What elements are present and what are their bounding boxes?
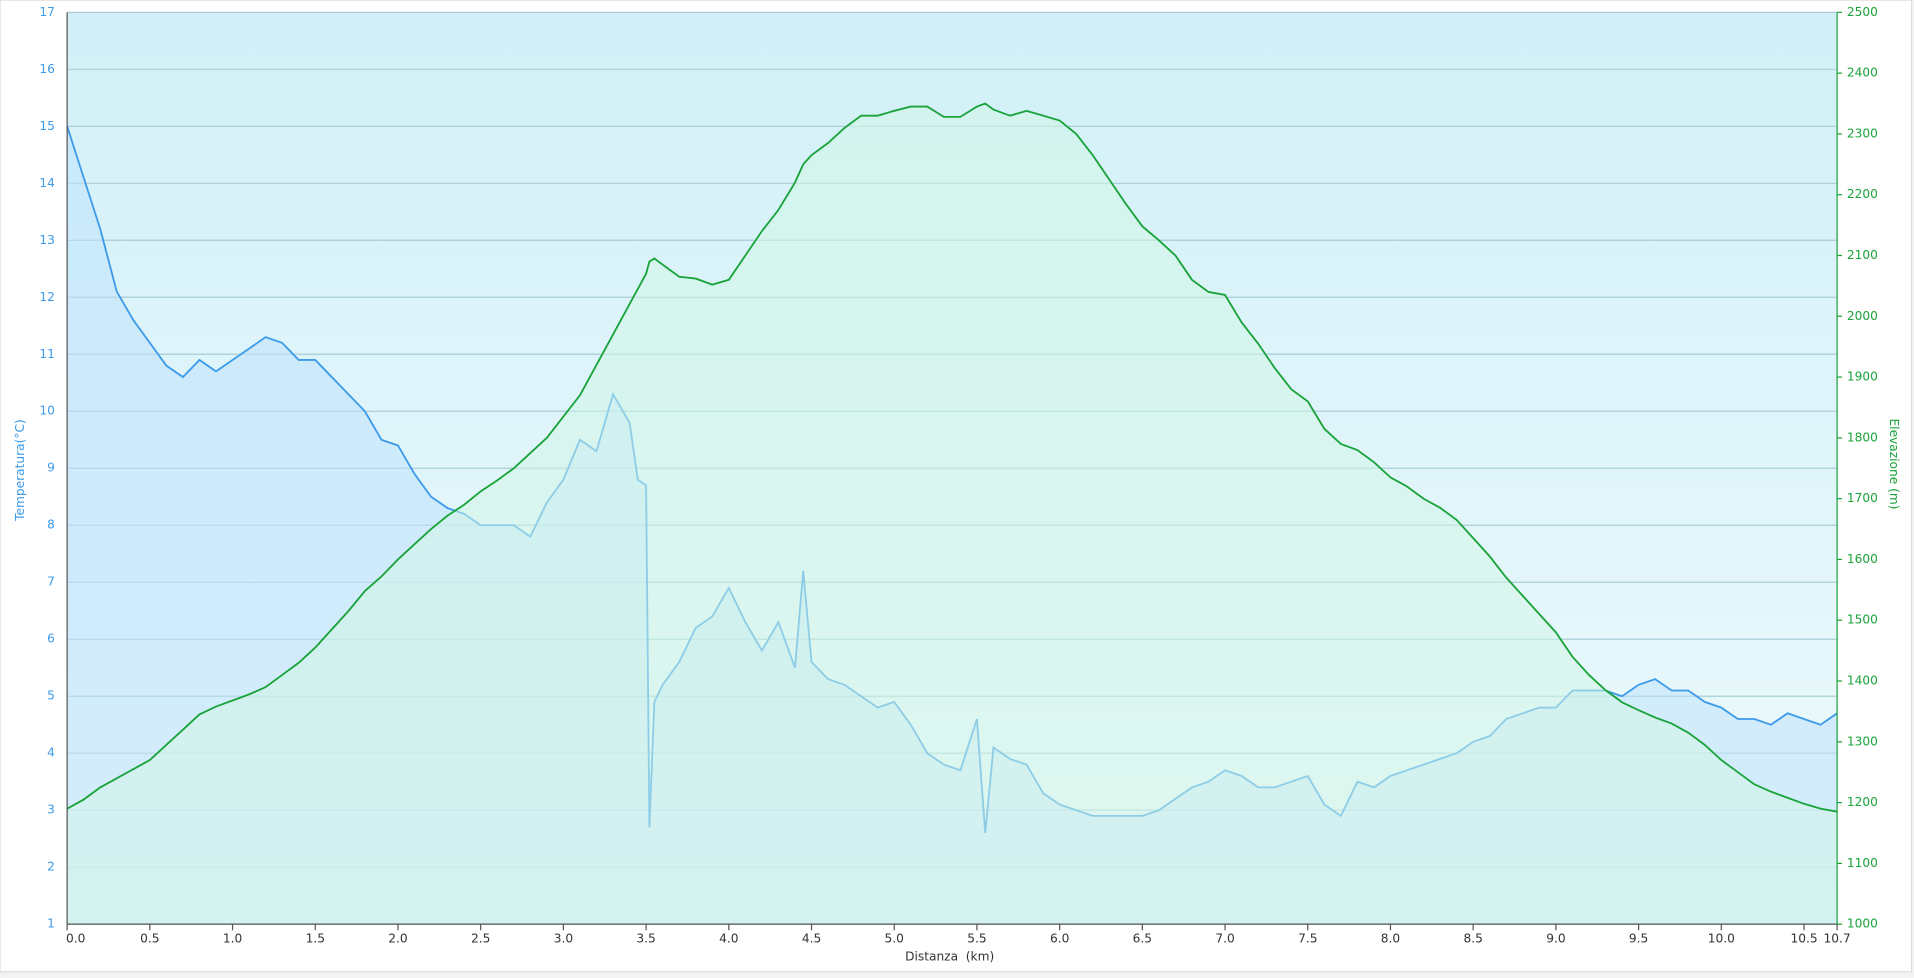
x-tick-label: 4.0 <box>719 931 738 945</box>
y2-tick-label: 2300 <box>1847 126 1878 140</box>
x-tick-label: 8.0 <box>1381 931 1400 945</box>
y2-tick-label: 2200 <box>1847 187 1878 201</box>
x-tick-label: 1.5 <box>306 931 325 945</box>
y-tick-label: 17 <box>39 5 55 19</box>
x-tick-label: 9.0 <box>1546 931 1565 945</box>
y2-tick-label: 1200 <box>1847 795 1878 809</box>
y2-tick-label: 1900 <box>1847 370 1878 384</box>
y-tick-label: 7 <box>47 575 55 589</box>
y-tick-label: 10 <box>39 404 55 418</box>
y-tick-label: 5 <box>47 689 55 703</box>
x-tick-label: 4.5 <box>802 931 821 945</box>
x-tick-label: 5.5 <box>967 931 986 945</box>
x-tick-label: 3.5 <box>636 931 655 945</box>
y2-tick-label: 1100 <box>1847 856 1878 870</box>
x-tick-label: 0.0 <box>66 931 85 945</box>
x-tick-label: 8.5 <box>1463 931 1482 945</box>
y-tick-label: 12 <box>39 290 55 304</box>
y-tick-label: 14 <box>39 176 55 190</box>
y2-tick-label: 2100 <box>1847 248 1878 262</box>
y-tick-label: 2 <box>47 860 55 874</box>
y2-tick-label: 1800 <box>1847 430 1878 444</box>
x-tick-label: 3.0 <box>554 931 573 945</box>
y-tick-label: 1 <box>47 917 55 931</box>
x-tick-label: 7.0 <box>1215 931 1234 945</box>
x-tick-label: 10.7 <box>1824 931 1851 945</box>
y-tick-label: 3 <box>47 803 55 817</box>
x-tick-label: 6.0 <box>1050 931 1069 945</box>
y-tick-label: 16 <box>39 62 55 76</box>
x-tick-label: 0.5 <box>140 931 159 945</box>
y-axis-label: Temperatura(°C) <box>13 419 27 522</box>
x-tick-label: 2.0 <box>388 931 407 945</box>
y-tick-label: 8 <box>47 518 55 532</box>
x-tick-label: 7.5 <box>1298 931 1317 945</box>
y2-tick-label: 1400 <box>1847 674 1878 688</box>
x-tick-label: 9.5 <box>1629 931 1648 945</box>
y-tick-label: 9 <box>47 461 55 475</box>
y2-tick-label: 2500 <box>1847 5 1878 19</box>
x-tick-label: 1.0 <box>223 931 242 945</box>
y2-tick-label: 2000 <box>1847 309 1878 323</box>
y2-tick-label: 2400 <box>1847 66 1878 80</box>
y-tick-label: 4 <box>47 746 55 760</box>
x-tick-label: 10.0 <box>1708 931 1735 945</box>
x-axis-label: Distanza (km) <box>905 950 994 964</box>
y2-tick-label: 1500 <box>1847 613 1878 627</box>
series-line <box>66 102 1838 813</box>
y2-tick-label: 1000 <box>1847 917 1878 931</box>
x-tick-label: 5.0 <box>885 931 904 945</box>
y-tick-label: 13 <box>39 233 55 247</box>
series-area <box>67 103 1838 925</box>
y-tick-label: 6 <box>47 632 55 646</box>
y2-tick-label: 1600 <box>1847 552 1878 566</box>
y-tick-label: 11 <box>39 347 55 361</box>
x-tick-label: 6.5 <box>1133 931 1152 945</box>
x-tick-label: 10.5 <box>1790 931 1817 945</box>
y-tick-label: 15 <box>39 119 55 133</box>
y2-tick-label: 1700 <box>1847 491 1878 505</box>
x-tick-label: 2.5 <box>471 931 490 945</box>
y2-tick-label: 1300 <box>1847 734 1878 748</box>
y2-axis-label: Elevazione (m) <box>1887 418 1901 509</box>
